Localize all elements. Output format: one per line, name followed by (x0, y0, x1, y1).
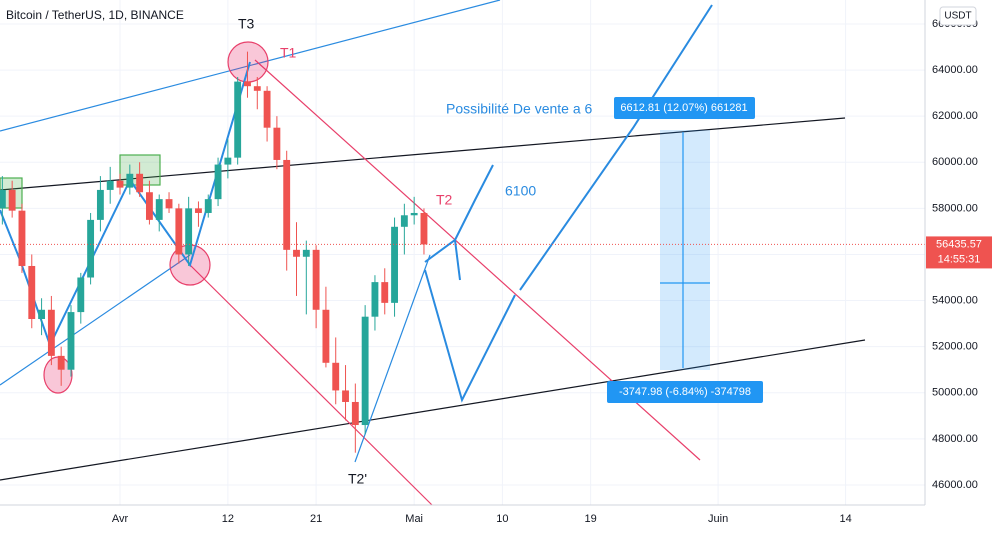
x-tick-label: Mai (405, 513, 423, 525)
measure-label: 6612.81 (12.07%) 661281 (620, 102, 747, 114)
candle-body (371, 282, 379, 317)
trend-line (189, 264, 433, 506)
candle-body (0, 189, 6, 209)
measure-label-box (607, 381, 763, 403)
candle-body (253, 86, 261, 91)
x-tick-label: 21 (310, 513, 322, 525)
candle-body (224, 157, 232, 165)
y-tick-label: 50000.00 (932, 387, 978, 399)
path-arrow (519, 4, 713, 291)
path-arrow (424, 269, 516, 403)
candle-body (351, 401, 359, 426)
y-tick-label: 54000.00 (932, 294, 978, 306)
candle-body (145, 192, 153, 220)
candle-body (77, 277, 85, 313)
chart-title: Bitcoin / TetherUS, 1D, BINANCE (6, 8, 184, 22)
axes: 46000.00 48000.00 50000.00 52000.00 54000.00… (112, 18, 978, 525)
countdown: 14:55:31 (938, 253, 981, 265)
trend-line (0, 254, 191, 386)
label-t2-prime: T2' (348, 471, 367, 487)
candle-body (410, 212, 418, 216)
y-tick-label: 48000.00 (932, 433, 978, 445)
candle-body (28, 265, 36, 319)
drawings (0, 0, 866, 506)
y-tick-label: 46000.00 (932, 479, 978, 491)
candle-body (38, 309, 46, 319)
candle-body (67, 312, 75, 370)
candle-body (302, 249, 310, 257)
x-tick-label: Avr (112, 513, 129, 525)
x-tick-label: 19 (585, 513, 597, 525)
candle-body (322, 309, 330, 363)
y-tick-label: 58000.00 (932, 202, 978, 214)
trend-line (0, 339, 866, 481)
candle-body (263, 90, 271, 128)
candle-body (214, 164, 222, 200)
marker-circle (227, 41, 269, 83)
label-target: 6100 (505, 183, 536, 199)
y-tick-label: 64000.00 (932, 64, 978, 76)
grid (0, 0, 925, 505)
candles (0, 51, 428, 453)
currency-badge (939, 6, 977, 26)
candle-body (361, 316, 369, 426)
candle-body (155, 199, 163, 220)
label-t3: T3 (238, 16, 255, 32)
last-price-label: 56435.57 (936, 238, 982, 250)
candle-body (116, 180, 124, 188)
x-tick-label: 14 (839, 513, 851, 525)
candle-body (293, 249, 300, 257)
candle-body (126, 173, 134, 188)
candle-body (332, 362, 340, 391)
candle-body (87, 219, 95, 278)
path-arrow (454, 164, 494, 241)
measure-label-box (614, 97, 755, 119)
sell-note: Possibilité De vente a 6 (446, 101, 593, 117)
candle-body (57, 355, 65, 370)
candle-body (204, 199, 212, 213)
candle-body (391, 226, 398, 303)
candle-body (283, 159, 291, 250)
candle-body (175, 208, 183, 255)
candle-body (165, 199, 173, 209)
x-tick-label: Juin (708, 513, 728, 525)
candle-body (273, 127, 281, 160)
trend-line (354, 254, 431, 463)
candle-body (244, 81, 251, 87)
candle-body (420, 212, 428, 245)
candle-body (312, 249, 320, 310)
measure-box (660, 130, 710, 370)
path-arrow (0, 61, 251, 348)
candle-body (136, 173, 144, 193)
candle-body (234, 81, 242, 158)
candle-body (195, 208, 202, 213)
candle-body (342, 390, 349, 402)
candle-body (96, 189, 104, 220)
currency: USDT (944, 11, 971, 22)
candle-body (47, 309, 55, 356)
candle-body (106, 180, 114, 190)
path-arrow (424, 238, 461, 281)
measure-label: -3747.98 (-6.84%) -374798 (619, 386, 751, 398)
y-tick-label: 62000.00 (932, 110, 978, 122)
x-tick-label: 12 (222, 513, 234, 525)
y-tick-label: 60000.00 (932, 156, 978, 168)
label-t2: T2 (436, 192, 453, 208)
label-t1: T1 (280, 45, 297, 61)
candle-body (400, 215, 408, 227)
candle-body (381, 282, 389, 303)
x-tick-label: 10 (496, 513, 508, 525)
y-tick-label: 52000.00 (932, 341, 978, 353)
candle-body (18, 210, 26, 266)
last-price-box (926, 236, 992, 269)
candle-body (8, 189, 16, 211)
candle-body (185, 208, 193, 255)
